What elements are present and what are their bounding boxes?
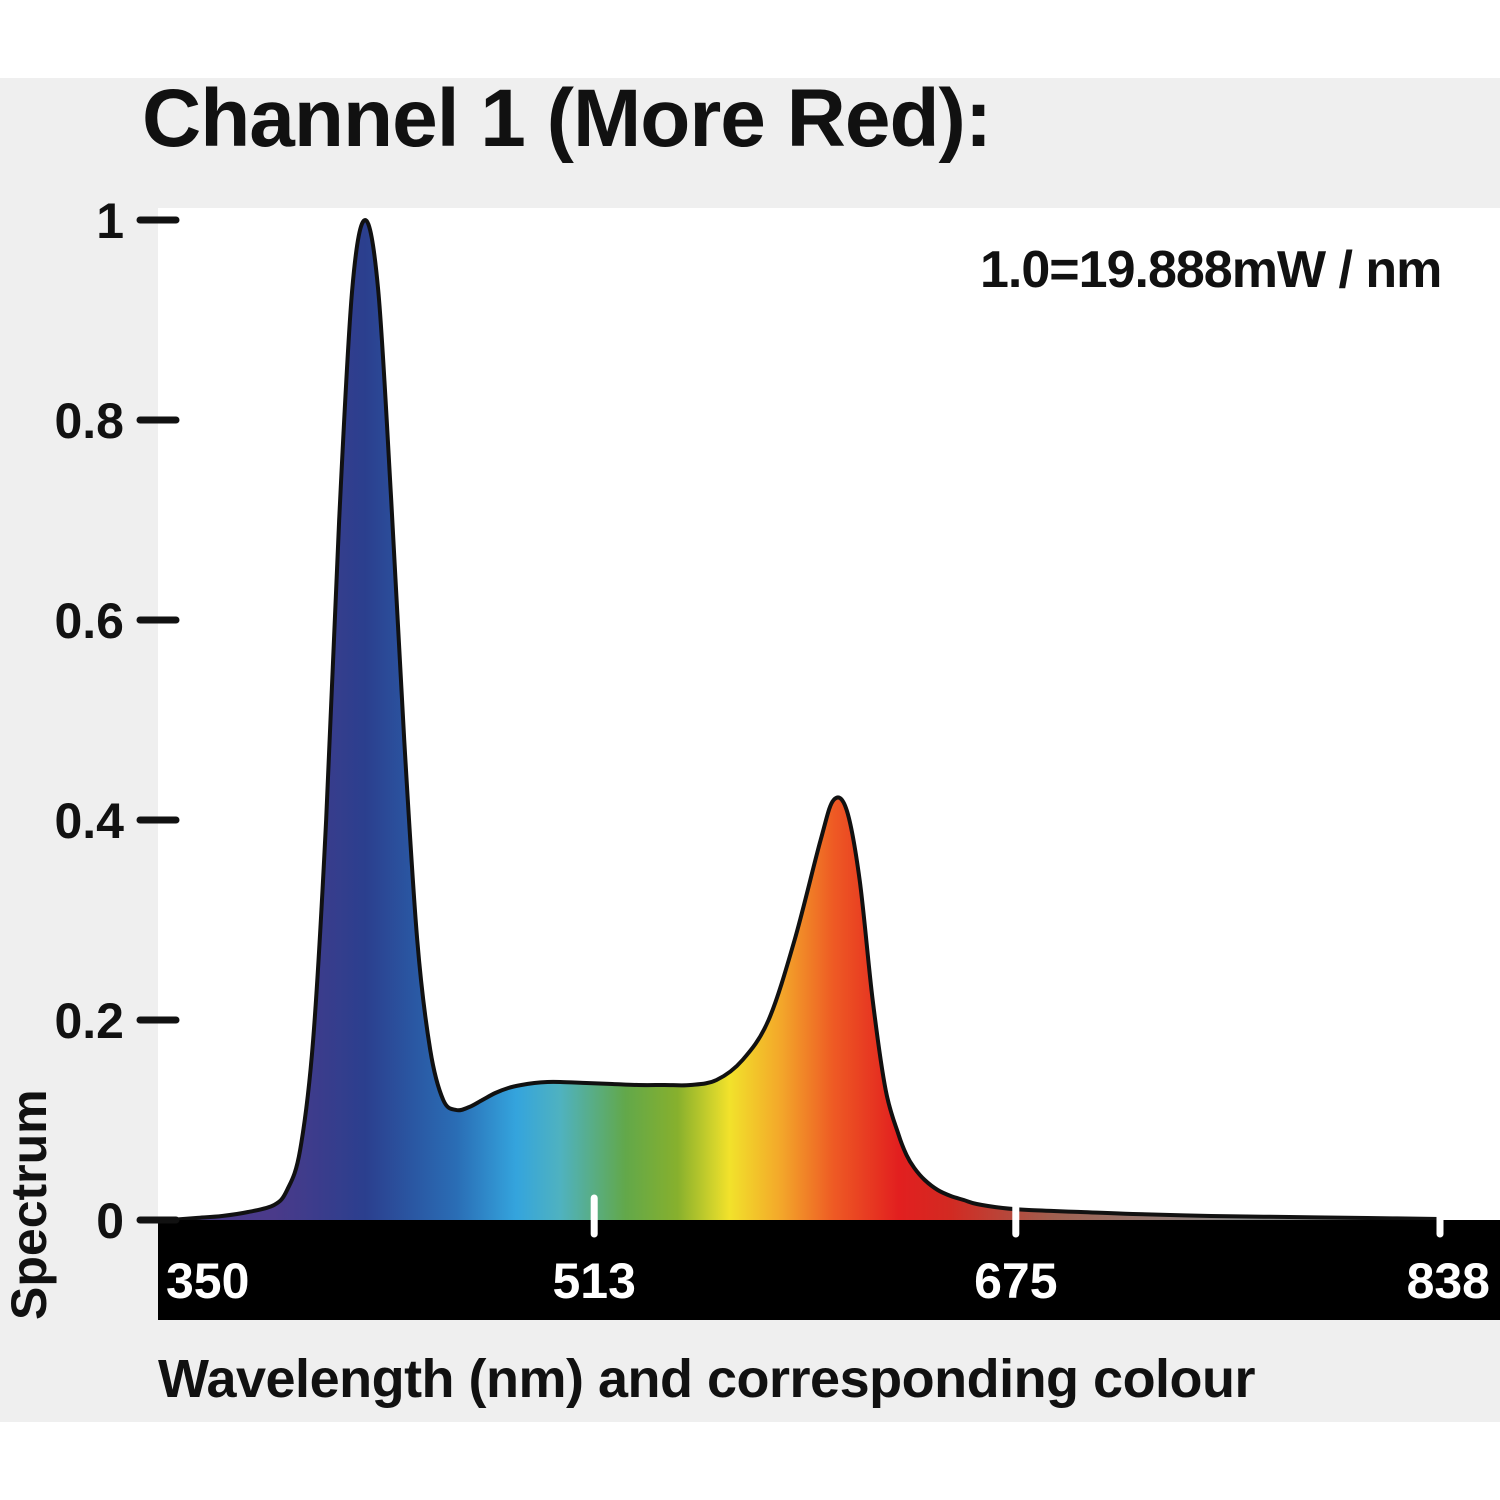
- y-tick-label: 1: [96, 193, 124, 249]
- chart-title: Channel 1 (More Red):: [142, 73, 992, 164]
- x-axis-bar: [158, 1220, 1500, 1320]
- y-tick-label: 0: [96, 1193, 124, 1249]
- spectrum-outline: [169, 218, 1441, 1222]
- x-axis-label: Wavelength (nm) and corresponding colour: [158, 1349, 1256, 1409]
- y-tick-label: 0.8: [54, 393, 124, 449]
- x-tick-label: 513: [552, 1253, 635, 1309]
- x-tick-label: 350: [166, 1253, 249, 1309]
- y-tick-label: 0.4: [54, 793, 124, 849]
- x-tick-label: 838: [1407, 1253, 1490, 1309]
- y-axis-label: Spectrum: [1, 1089, 57, 1320]
- y-tick-label: 0.2: [54, 993, 124, 1049]
- scale-annotation: 1.0=19.888mW / nm: [980, 241, 1442, 299]
- x-tick-label: 675: [974, 1253, 1057, 1309]
- y-tick-label: 0.6: [54, 593, 124, 649]
- spectrum-area: [170, 220, 1440, 1220]
